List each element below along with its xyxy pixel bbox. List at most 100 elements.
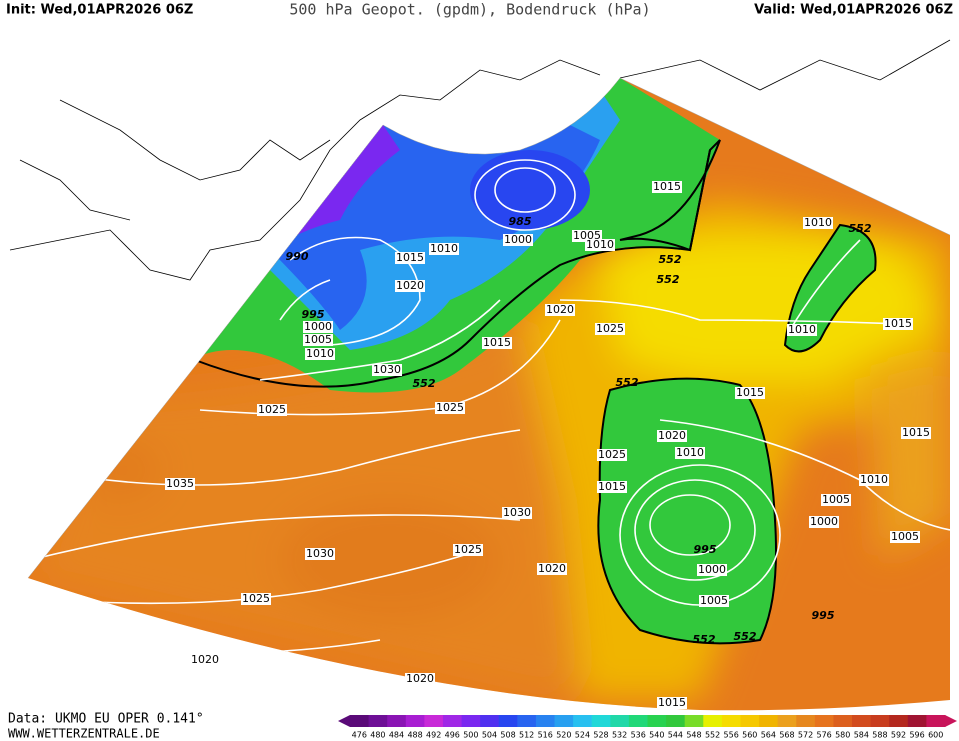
- website: WWW.WETTERZENTRALE.DE: [8, 727, 160, 741]
- colorbar-label: 524: [575, 731, 590, 740]
- isobar-label: 1010: [788, 323, 816, 336]
- label-box: [585, 239, 615, 251]
- colorbar-cell: [870, 715, 890, 727]
- colorbar-label: 572: [798, 731, 813, 740]
- colorbar-label: 548: [686, 731, 701, 740]
- isobar-label: 1010: [676, 446, 704, 459]
- label-box: [395, 252, 425, 264]
- label-box: [597, 481, 627, 493]
- colorbar-cell: [517, 715, 537, 727]
- label-box: [305, 348, 335, 360]
- data-source: Data: UKMO EU OPER 0.141°: [8, 712, 204, 727]
- label-box: [821, 494, 851, 506]
- isobar-label: 1010: [804, 216, 832, 229]
- isobar-label: 552: [659, 253, 682, 266]
- colorbar-label: 488: [407, 731, 422, 740]
- isobar-label: 1010: [586, 238, 614, 251]
- colorbar-label: 532: [612, 731, 627, 740]
- colorbar-cell: [350, 715, 370, 727]
- isobar-label: 1005: [700, 594, 728, 607]
- colorbar-cell: [405, 715, 425, 727]
- colorbar-cell: [647, 715, 667, 727]
- colorbar-cell: [852, 715, 872, 727]
- isobar-label: 1020: [538, 562, 566, 575]
- colorbar-label: 492: [426, 731, 441, 740]
- colorbar-label: 544: [668, 731, 683, 740]
- label-box: [675, 447, 705, 459]
- label-box: [545, 304, 575, 316]
- isobar-label: 1000: [698, 563, 726, 576]
- map-title: 500 hPa Geopot. (gpdm), Bodendruck (hPa): [289, 1, 650, 19]
- colorbar-label: 496: [445, 731, 460, 740]
- isobar-label: 1000: [304, 320, 332, 333]
- isobar-label: 1015: [483, 336, 511, 349]
- label-box: [890, 531, 920, 543]
- label-box: [482, 337, 512, 349]
- colorbar-label: 508: [500, 731, 515, 740]
- colorbar-cell: [480, 715, 500, 727]
- isobar-label: 1030: [373, 363, 401, 376]
- colorbar-label: 528: [593, 731, 608, 740]
- isobar-label: 552: [616, 376, 639, 389]
- isobar-label: 1015: [658, 696, 686, 709]
- isobar-label: 1025: [596, 322, 624, 335]
- isobar-label: 1020: [546, 303, 574, 316]
- colorbar-label: 504: [482, 731, 497, 740]
- colorbar-cell: [554, 715, 574, 727]
- colorbar-cell: [535, 715, 556, 727]
- colorbar-arrow: [945, 715, 957, 727]
- label-box: [657, 430, 687, 442]
- colorbar-label: 512: [519, 731, 534, 740]
- colorbar-cell: [573, 715, 593, 727]
- colorbar-label: 500: [463, 731, 478, 740]
- colorbar-cell: [796, 715, 816, 727]
- isobar-label: 1020: [658, 429, 686, 442]
- colorbar-label: 480: [370, 731, 385, 740]
- label-box: [429, 243, 459, 255]
- colorbar: 476 480 484 488 492 496 500 504 508 512 516 520 524 5…: [338, 715, 957, 740]
- isobar-label: 1035: [166, 477, 194, 490]
- label-box: [537, 563, 567, 575]
- colorbar-cell: [387, 715, 407, 727]
- label-box: [735, 387, 765, 399]
- colorbar-cell: [926, 715, 946, 727]
- colorbar-label: 476: [352, 731, 367, 740]
- isobar-label: 1025: [436, 401, 464, 414]
- label-box: [699, 595, 729, 607]
- init-time: Init: Wed,01APR2026 06Z: [6, 3, 193, 18]
- isobar-label: 552: [734, 630, 757, 643]
- isobar-label: 1005: [822, 493, 850, 506]
- isobar-label: 1010: [306, 347, 334, 360]
- label-box: [595, 323, 625, 335]
- isobar-label: 1005: [891, 530, 919, 543]
- colorbar-cell: [610, 715, 630, 727]
- colorbar-label: 536: [631, 731, 646, 740]
- isobar-label: 1025: [598, 448, 626, 461]
- isobar-label: 1030: [503, 506, 531, 519]
- colorbar-label: 552: [705, 731, 720, 740]
- valid-time: Valid: Wed,01APR2026 06Z: [754, 3, 953, 18]
- colorbar-label: 520: [556, 731, 571, 740]
- isobar-label: 1010: [860, 473, 888, 486]
- colorbar-label: 576: [817, 731, 832, 740]
- isobar-label: 1005: [573, 229, 601, 242]
- isobar-label: 552: [413, 377, 436, 390]
- colorbar-cell: [666, 715, 686, 727]
- colorbar-label: 564: [761, 731, 776, 740]
- label-box: [305, 548, 335, 560]
- label-box: [165, 478, 195, 490]
- isobar-label: 552: [657, 273, 680, 286]
- isobar-label: 995: [302, 308, 325, 321]
- isobar-label: 985: [509, 215, 532, 228]
- colorbar-label: 588: [872, 731, 887, 740]
- label-box: [809, 516, 839, 528]
- isobar-label: 995: [812, 609, 835, 622]
- isobar-label: 1025: [258, 403, 286, 416]
- isobar-label: 1020: [396, 279, 424, 292]
- colorbar-cell: [777, 715, 797, 727]
- label-box: [257, 404, 287, 416]
- isobar-label: 1000: [810, 515, 838, 528]
- label-box: [395, 280, 425, 292]
- colorbar-label: 596: [909, 731, 924, 740]
